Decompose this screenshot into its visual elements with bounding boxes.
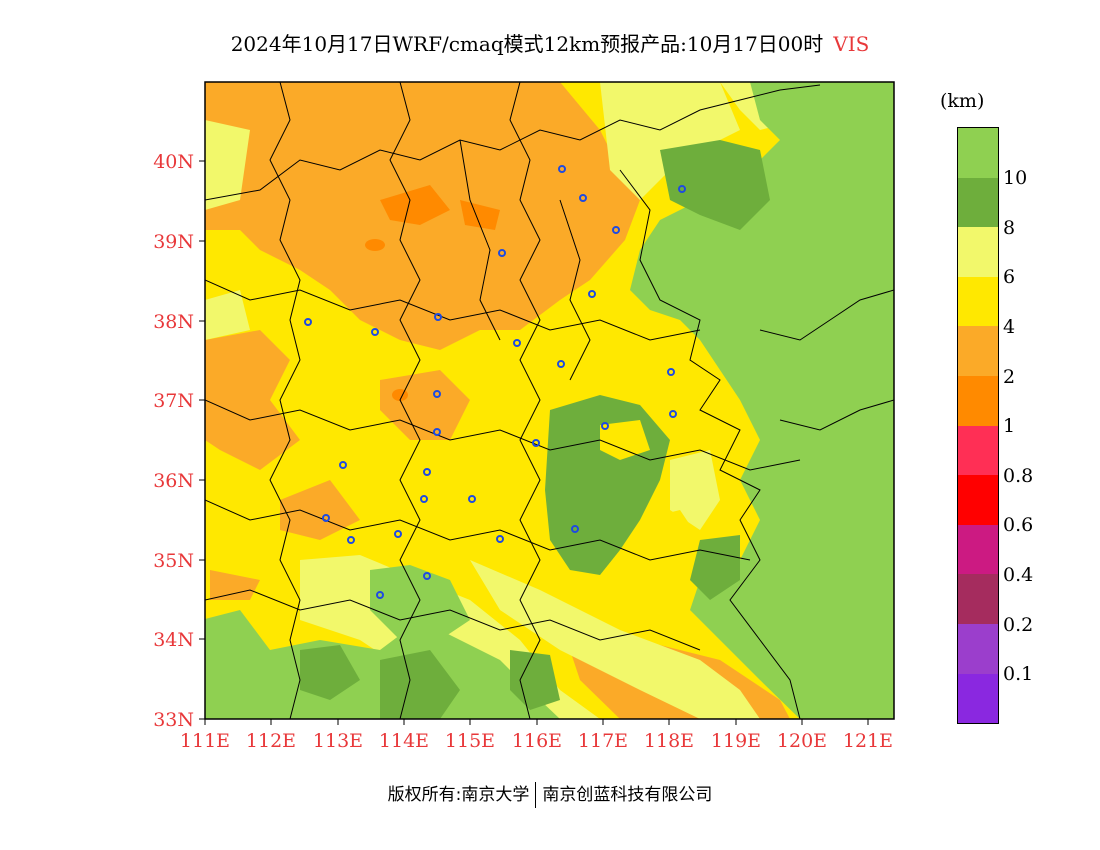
title-main: 2024年10月17日WRF/cmaq模式12km预报产品:10月17日00时	[230, 32, 824, 56]
lat-label-37: 37N	[153, 390, 194, 412]
lon-label-120: 120E	[777, 730, 827, 752]
legend-swatch	[958, 524, 998, 575]
legend-swatch	[958, 425, 998, 476]
legend-label-6: 6	[1003, 266, 1016, 288]
color-legend	[957, 127, 999, 725]
copyright-footer: 版权所有:南京大学 南京创蓝科技有限公司	[0, 780, 1100, 808]
lon-label-111: 111E	[180, 730, 230, 752]
legend-label-0-6: 0.6	[1003, 514, 1034, 536]
legend-swatch	[958, 177, 998, 228]
lon-label-121: 121E	[843, 730, 893, 752]
lon-label-112: 112E	[246, 730, 296, 752]
footer-left: 版权所有:南京大学	[387, 785, 530, 805]
legend-swatch	[958, 673, 998, 724]
lat-label-40: 40N	[153, 151, 194, 173]
legend-swatch	[958, 128, 998, 178]
lon-label-118: 118E	[644, 730, 694, 752]
lon-label-119: 119E	[711, 730, 761, 752]
lon-label-117: 117E	[578, 730, 628, 752]
lat-label-34: 34N	[153, 629, 194, 651]
legend-label-0-2: 0.2	[1003, 614, 1034, 636]
variable-name: VIS	[833, 32, 870, 56]
lon-label-113: 113E	[313, 730, 363, 752]
lat-label-35: 35N	[153, 550, 194, 572]
lat-label-38: 38N	[153, 311, 194, 333]
legend-label-4: 4	[1003, 316, 1016, 338]
legend-label-0-4: 0.4	[1003, 564, 1034, 586]
legend-label-0-8: 0.8	[1003, 465, 1034, 487]
lat-label-36: 36N	[153, 470, 194, 492]
footer-right: 南京创蓝科技有限公司	[542, 785, 713, 805]
legend-swatch	[958, 326, 998, 376]
legend-swatch	[958, 574, 998, 624]
lon-label-114: 114E	[379, 730, 429, 752]
footer-separator	[535, 782, 537, 808]
legend-label-8: 8	[1003, 217, 1016, 239]
lat-label-33: 33N	[153, 709, 194, 731]
map-fill	[205, 82, 894, 719]
lon-label-116: 116E	[512, 730, 562, 752]
legend-swatch	[958, 227, 998, 277]
legend-swatch	[958, 375, 998, 426]
legend-swatch	[958, 623, 998, 674]
legend-swatch	[958, 276, 998, 327]
legend-label-2: 2	[1003, 366, 1016, 388]
legend-unit: (km)	[940, 90, 985, 112]
legend-label-1: 1	[1003, 415, 1016, 437]
map-title: 2024年10月17日WRF/cmaq模式12km预报产品:10月17日00时 V…	[0, 28, 1100, 57]
lon-label-115: 115E	[445, 730, 495, 752]
lat-label-39: 39N	[153, 231, 194, 253]
legend-label-10: 10	[1003, 167, 1028, 189]
legend-swatch	[958, 475, 998, 525]
legend-label-0-1: 0.1	[1003, 663, 1034, 685]
